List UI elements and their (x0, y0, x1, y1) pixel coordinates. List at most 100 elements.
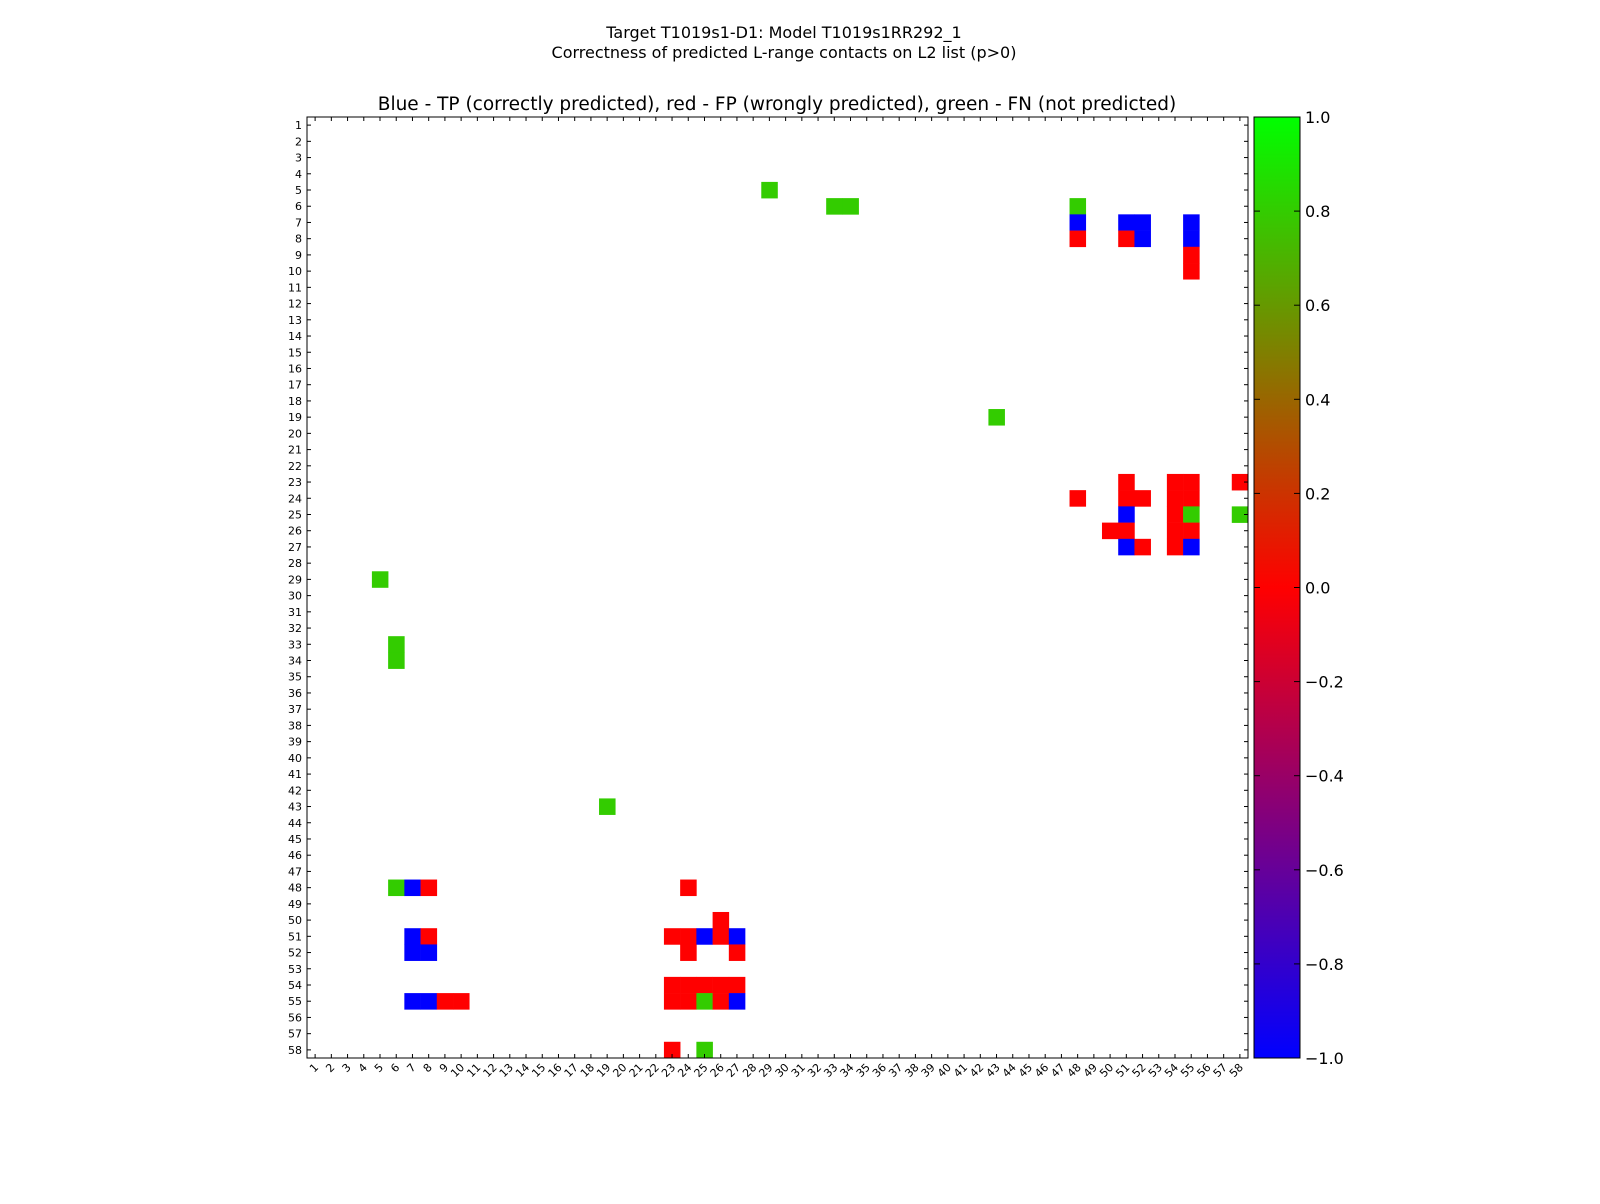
y-tick-label: 12 (288, 298, 302, 311)
y-tick-label: 48 (288, 882, 302, 895)
y-tick-label: 40 (288, 752, 302, 765)
cell-fp-r55-c26 (712, 993, 730, 1010)
y-tick-label: 41 (288, 768, 302, 781)
y-tick-label: 46 (288, 849, 302, 862)
cell-tp-r7-c51 (1118, 214, 1135, 231)
x-tick-label: 8 (421, 1061, 435, 1075)
cell-fp-r55-c24 (680, 993, 697, 1010)
cell-fp-r51-c26 (712, 928, 730, 945)
cell-tp-r51-c27 (728, 928, 746, 945)
y-tick-label: 54 (288, 979, 302, 992)
y-tick-label: 30 (288, 590, 302, 603)
cell-fp-r24-c48 (1069, 490, 1087, 507)
colorbar-tick-label: −0.2 (1305, 673, 1344, 692)
cell-tp-r52-c8 (420, 944, 438, 961)
y-tick-label: 49 (288, 898, 302, 911)
y-tick-label: 23 (288, 476, 302, 489)
cell-fp-r51-c24 (680, 928, 697, 945)
cell-tp-r8-c52 (1134, 230, 1151, 248)
cell-fp-r26-c50 (1101, 522, 1119, 540)
colorbar-tick-label: 0.2 (1305, 484, 1330, 503)
cell-tp-r25-c51 (1118, 506, 1135, 523)
y-tick-label: 15 (288, 346, 302, 359)
y-tick-label: 42 (288, 784, 302, 797)
y-tick-label: 8 (295, 233, 302, 246)
y-tick-label: 36 (288, 687, 302, 700)
x-tick-label: 1 (307, 1061, 321, 1075)
x-tick-label: 4 (356, 1061, 370, 1075)
y-tick-label: 2 (295, 135, 302, 148)
cell-fp-r54-c24 (680, 976, 697, 994)
y-tick-label: 20 (288, 427, 302, 440)
cell-fp-r23-c58 (1231, 473, 1249, 491)
cell-tp-r7-c55 (1183, 214, 1200, 231)
y-tick-label: 44 (288, 817, 302, 830)
y-tick-label: 50 (288, 914, 302, 927)
cell-fp-r9-c55 (1183, 246, 1200, 264)
y-tick-label: 55 (288, 995, 302, 1008)
colorbar (1253, 116, 1301, 1059)
cell-fp-r10-c55 (1183, 263, 1200, 280)
cell-fp-r8-c48 (1069, 230, 1087, 248)
y-tick-label: 53 (288, 963, 302, 976)
y-tick-label: 39 (288, 736, 302, 749)
y-tick-label: 19 (288, 411, 302, 424)
y-tick-label: 7 (295, 216, 302, 229)
cell-tp-r48-c7 (404, 879, 421, 897)
x-tick-label: 7 (404, 1061, 418, 1075)
cell-fn-r19-c43 (988, 409, 1005, 426)
y-tick-label: 17 (288, 379, 302, 392)
cell-tp-r27-c55 (1183, 538, 1200, 556)
y-tick-label: 38 (288, 719, 302, 732)
y-tick-label: 29 (288, 573, 302, 586)
y-tick-label: 52 (288, 947, 302, 960)
colorbar-tick-label: −0.4 (1305, 767, 1344, 786)
cell-fn-r29-c5 (371, 571, 389, 588)
cell-tp-r7-c52 (1134, 214, 1151, 231)
cell-fp-r25-c54 (1166, 506, 1184, 523)
cell-fp-r50-c26 (712, 911, 730, 929)
cell-fp-r48-c24 (680, 879, 697, 897)
y-tick-label: 35 (288, 671, 302, 684)
x-tick-label: 5 (372, 1061, 386, 1075)
x-tick-label: 2 (323, 1061, 337, 1075)
cell-fp-r52-c27 (728, 944, 746, 961)
y-tick-label: 4 (295, 168, 302, 181)
chart-title: Target T1019s1-D1: Model T1019s1RR292_1 (605, 23, 961, 43)
y-tick-label: 1 (295, 119, 302, 132)
y-tick-label: 10 (288, 265, 302, 278)
y-tick-label: 51 (288, 930, 302, 943)
cell-fp-r8-c51 (1118, 230, 1135, 248)
cell-fp-r26-c51 (1118, 522, 1135, 540)
cell-tp-r51-c25 (696, 928, 713, 945)
colorbar-tick-label: −0.8 (1305, 955, 1344, 974)
colorbar-tick-label: 0.4 (1305, 390, 1330, 409)
y-tick-label: 24 (288, 492, 302, 505)
y-tick-label: 21 (288, 444, 302, 457)
y-tick-label: 16 (288, 362, 302, 375)
y-tick-label: 45 (288, 833, 302, 846)
colorbar-tick-label: 0.6 (1305, 296, 1330, 315)
y-tick-label: 57 (288, 1028, 302, 1041)
y-tick-label: 58 (288, 1044, 302, 1057)
cell-fp-r54-c26 (712, 976, 730, 994)
axes-title: Blue - TP (correctly predicted), red - F… (378, 94, 1177, 115)
x-tick-label: 6 (388, 1061, 402, 1075)
cell-fn-r48-c6 (388, 879, 405, 897)
cell-fn-r6-c34 (842, 198, 859, 215)
y-tick-label: 18 (288, 395, 302, 408)
cell-fp-r24-c52 (1134, 490, 1151, 507)
cell-tp-r55-c8 (420, 993, 438, 1010)
y-tick-label: 33 (288, 638, 302, 651)
colorbar-tick-label: −1.0 (1305, 1049, 1344, 1068)
x-tick-label: 3 (340, 1061, 354, 1075)
cell-tp-r55-c27 (728, 993, 746, 1010)
cell-fn-r58-c25 (696, 1041, 713, 1059)
y-tick-label: 13 (288, 314, 302, 327)
cell-tp-r52-c7 (404, 944, 421, 961)
cell-fp-r27-c52 (1134, 538, 1151, 556)
y-tick-label: 11 (288, 281, 302, 294)
cell-fp-r23-c54 (1166, 473, 1184, 491)
cell-fn-r6-c33 (826, 198, 843, 215)
colorbar-tick-label: 0.0 (1305, 579, 1330, 598)
